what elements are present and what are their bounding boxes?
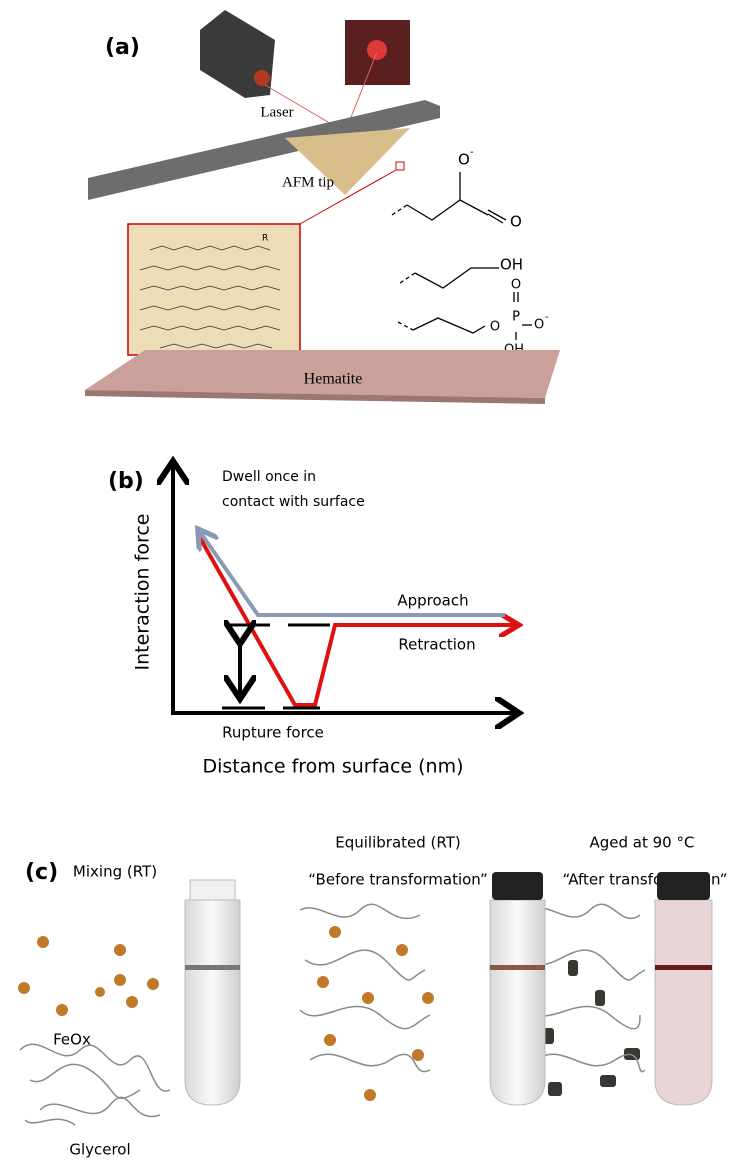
tubes <box>185 872 712 1105</box>
atom: P <box>512 310 520 325</box>
dwell-note: contact with surface <box>222 494 365 510</box>
charge: - <box>470 147 474 158</box>
laser-spot <box>367 40 387 60</box>
carboxylate-structure <box>392 172 506 223</box>
atom: O <box>458 151 470 169</box>
panel-b: (b) Dwell once in contact with surface I… <box>108 465 515 778</box>
x-axis-label: Distance from surface (nm) <box>202 756 463 778</box>
laser-label: Laser <box>260 104 293 120</box>
substrate-label: Hematite <box>304 371 363 388</box>
tip-label: AFM tip <box>282 174 334 190</box>
approach-label: Approach <box>397 592 468 610</box>
panel-a: (a) Laser AFM tip R O - O OH O P O O - O… <box>85 10 560 404</box>
retraction-label: Retraction <box>398 636 475 654</box>
zoom-box <box>396 162 404 170</box>
panel-label: (b) <box>108 469 144 494</box>
atom: O <box>490 320 500 335</box>
panel-label: (c) <box>25 860 58 885</box>
atom: O <box>534 318 544 333</box>
transformed-particles <box>542 960 640 1096</box>
state-label: “Before transformation” <box>308 871 488 889</box>
retraction-curve <box>200 538 510 705</box>
solvent-label: Glycerol <box>69 1141 130 1159</box>
panel-c: (c) Mixing (RT) Equilibrated (RT) “Befor… <box>18 834 728 1159</box>
panel-label: (a) <box>105 35 140 60</box>
rupture-label: Rupture force <box>222 724 324 742</box>
atom: OH <box>500 256 523 274</box>
laser-aperture <box>254 70 270 86</box>
figure: (a) Laser AFM tip R O - O OH O P O O - O… <box>0 0 733 1164</box>
y-axis-label: Interaction force <box>132 514 154 671</box>
condition-label: Aged at 90 °C <box>590 834 695 852</box>
inset <box>128 224 300 355</box>
atom: O <box>511 278 521 293</box>
condition-label: Mixing (RT) <box>73 863 157 881</box>
dwell-note: Dwell once in <box>222 469 316 485</box>
alcohol-structure <box>400 268 499 288</box>
condition-label: Equilibrated (RT) <box>335 834 461 852</box>
chain-end-label: R <box>262 234 268 244</box>
charge: - <box>545 312 549 323</box>
atom: O <box>510 213 522 231</box>
